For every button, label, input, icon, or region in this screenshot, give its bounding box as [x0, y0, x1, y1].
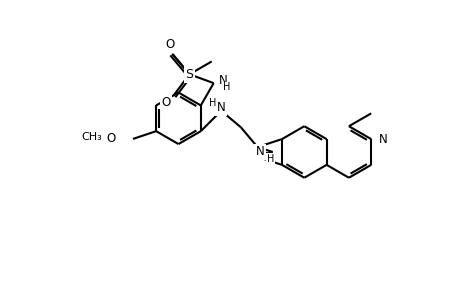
Text: O: O: [161, 96, 170, 109]
Text: CH₃: CH₃: [81, 132, 101, 142]
Text: H: H: [222, 82, 230, 92]
Text: H: H: [266, 154, 274, 164]
Text: N: N: [216, 101, 225, 114]
Text: S: S: [185, 68, 193, 81]
Text: N: N: [218, 74, 227, 87]
Text: N: N: [378, 133, 387, 146]
Text: H: H: [208, 98, 216, 108]
Text: N: N: [255, 146, 264, 158]
Text: O: O: [165, 38, 174, 51]
Text: O: O: [106, 132, 116, 146]
